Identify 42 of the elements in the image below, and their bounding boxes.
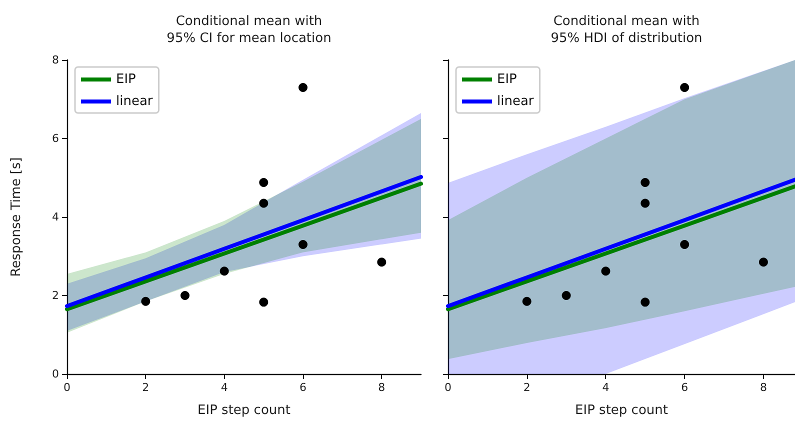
chart-title: Conditional mean with 95% CI for mean location [166, 14, 332, 46]
point [180, 291, 190, 300]
y-tick-label: 6 [52, 132, 59, 145]
x-tick-label: 4 [602, 381, 610, 394]
legend-label: EIP [497, 72, 518, 87]
x-tick-label: 8 [378, 381, 386, 394]
point [640, 178, 650, 187]
point [640, 298, 650, 307]
legend-label: EIP [116, 72, 136, 87]
point [259, 198, 268, 208]
x-tick-label: 2 [142, 381, 150, 394]
x-axis-title: EIP step count [198, 403, 290, 418]
x-tick-label: 6 [681, 381, 688, 394]
point [522, 296, 532, 306]
y-axis-title: Response Time [s] [9, 157, 24, 277]
x-axis-title: EIP step count [575, 403, 668, 418]
point [640, 198, 650, 208]
point [298, 82, 308, 92]
x-tick-label: 6 [300, 381, 306, 394]
point [298, 240, 308, 249]
y-tick-label: 2 [52, 289, 59, 302]
point [259, 178, 268, 187]
point [377, 258, 386, 267]
y-tick-label: 0 [52, 368, 59, 380]
point [220, 266, 229, 276]
point [259, 298, 268, 307]
x-tick-label: 4 [220, 381, 228, 394]
point [680, 240, 690, 249]
point [680, 82, 690, 92]
x-tick-label: 2 [523, 381, 530, 394]
point [141, 296, 150, 306]
x-tick-label: 0 [444, 381, 452, 394]
legend-label: linear [116, 94, 154, 109]
y-tick-label: 4 [52, 210, 59, 224]
x-tick-label: 0 [64, 381, 70, 394]
point [758, 258, 768, 267]
y-tick-label: 8 [52, 54, 59, 66]
chart-title: Conditional mean with 95% HDI of distribution [550, 14, 702, 46]
legend-label: linear [497, 94, 534, 109]
x-tick-label: 8 [760, 381, 767, 394]
point [601, 266, 610, 276]
point [562, 291, 571, 300]
